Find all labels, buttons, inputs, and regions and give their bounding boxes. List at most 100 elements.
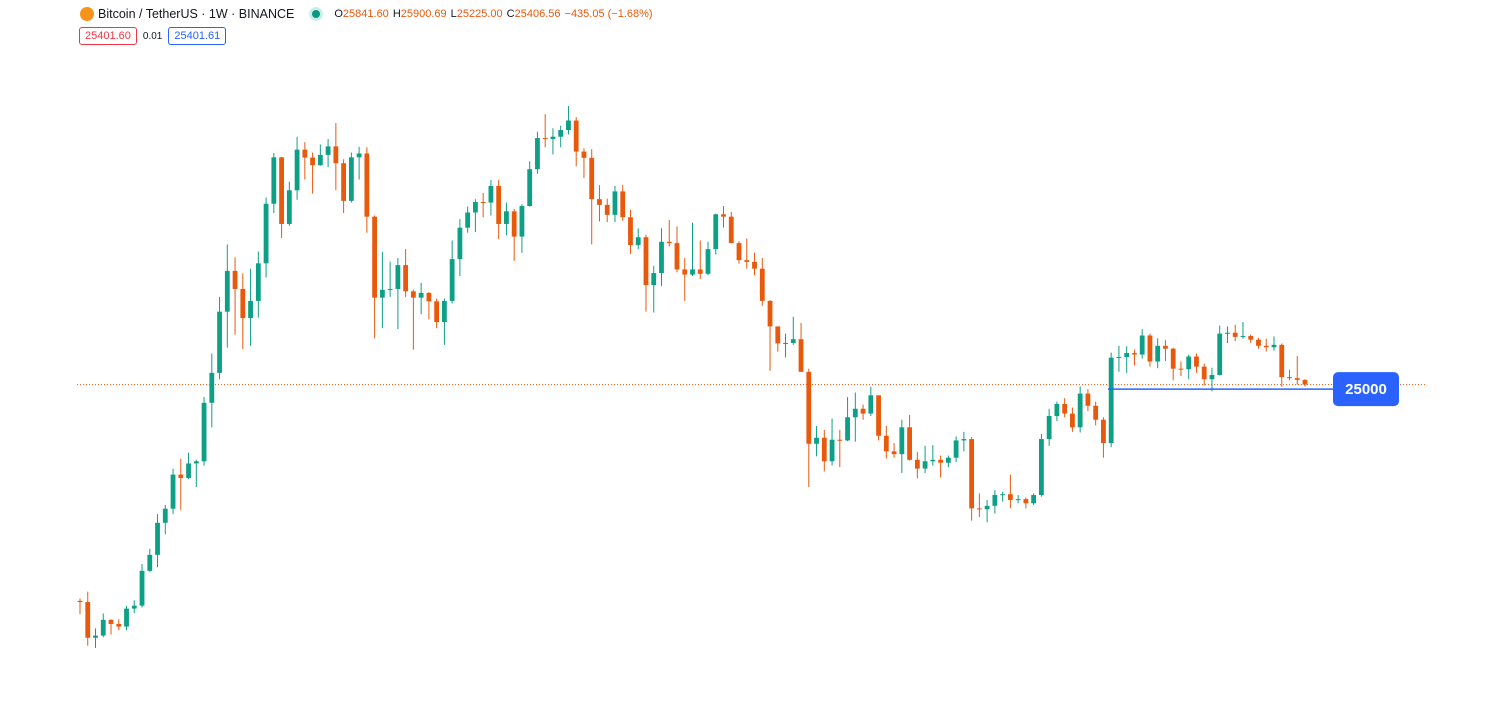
candle-body <box>984 505 990 510</box>
candle-body <box>945 457 951 463</box>
candle-body <box>441 300 447 323</box>
candle-body <box>852 408 858 418</box>
candle-body <box>969 439 975 509</box>
ohlc-value: 25841.60 <box>342 8 389 20</box>
candle-body <box>1263 345 1269 348</box>
candle-body <box>860 408 866 414</box>
candle-body <box>348 157 354 201</box>
candle-body <box>1170 348 1176 369</box>
candle-body <box>783 342 788 344</box>
candle-body <box>1163 345 1168 349</box>
candle-body <box>914 459 920 469</box>
candle-body <box>139 570 145 606</box>
candle-body <box>286 190 292 224</box>
candle-body <box>620 191 626 218</box>
buy-button[interactable]: 25401.61 <box>168 27 227 45</box>
ohlc-item: O25841.60 <box>334 8 388 20</box>
candle-body <box>147 554 153 571</box>
candle-body <box>1225 332 1230 334</box>
candle-body <box>1108 357 1114 444</box>
candle-body <box>976 508 982 510</box>
candle-body <box>1070 413 1075 428</box>
candle-body <box>1116 357 1122 359</box>
candle-body <box>542 138 548 140</box>
candle-body <box>255 263 261 301</box>
candle-body <box>263 203 269 264</box>
candle-body <box>612 191 618 215</box>
candle-body <box>162 508 168 523</box>
candle-body <box>697 269 703 274</box>
candle-body <box>85 602 91 638</box>
candle-body <box>496 185 502 224</box>
candle-body <box>93 635 98 638</box>
candle-body <box>1201 366 1207 380</box>
candle-body <box>325 146 331 155</box>
candle-body <box>1015 499 1021 501</box>
candle-body <box>806 371 812 444</box>
candle-body <box>1248 335 1254 340</box>
candle-body <box>628 217 633 246</box>
candle-body <box>1038 439 1044 496</box>
candle-body <box>1000 494 1006 496</box>
candle-body <box>1209 374 1215 380</box>
candle-body <box>1287 377 1292 379</box>
candle-body <box>682 269 688 275</box>
candle-body <box>821 437 827 462</box>
candle-body <box>387 288 393 290</box>
candle-body <box>1178 368 1184 370</box>
ohlc-key: L <box>450 8 457 20</box>
spread: 0.01 <box>142 30 163 42</box>
candle-body <box>566 120 571 131</box>
candle-body <box>457 227 463 260</box>
candle-body <box>690 269 695 275</box>
candle-body <box>790 339 796 343</box>
candle-body <box>418 292 424 298</box>
candle-body <box>364 153 370 217</box>
candle-body <box>100 619 106 636</box>
candle-body <box>1232 332 1238 337</box>
candle-body <box>868 395 874 414</box>
candle-body <box>752 261 757 269</box>
candle-body <box>736 243 742 261</box>
candle-body <box>643 237 649 286</box>
candle-body <box>1093 405 1099 420</box>
ohlc-legend: O25841.60 H25900.69 L25225.00 C25406.56 −435… <box>334 8 652 20</box>
candle-body <box>232 270 238 289</box>
candle-body <box>1217 333 1223 375</box>
candle-body <box>1007 494 1013 500</box>
candle-body <box>434 301 440 323</box>
candle-body <box>519 206 525 237</box>
candle-body <box>449 259 455 301</box>
candle-body <box>1085 393 1091 406</box>
candle-body <box>1139 335 1145 355</box>
candle-body <box>217 311 222 373</box>
candle-body <box>837 439 843 441</box>
ohlc-change: −435.05 (−1.68%) <box>564 8 653 20</box>
candle-body <box>527 169 533 207</box>
candle-body <box>302 149 308 158</box>
candle-body <box>651 273 657 286</box>
candle-body <box>899 427 905 455</box>
sell-button[interactable]: 25401.60 <box>79 27 137 45</box>
candle-body <box>1132 353 1137 355</box>
candle-body <box>1240 335 1246 337</box>
candle-body <box>108 619 114 624</box>
candle-body <box>201 402 207 462</box>
candle-body <box>426 292 432 302</box>
candle-body <box>961 439 967 441</box>
candle-body <box>1147 335 1153 362</box>
candle-body <box>883 435 889 452</box>
candle-body <box>1054 404 1060 417</box>
candle-body <box>705 249 711 274</box>
candle-body <box>410 291 416 298</box>
candle-body <box>294 149 300 191</box>
candle-body <box>938 459 944 463</box>
candle-body <box>341 163 347 201</box>
symbol-title[interactable]: Bitcoin / TetherUS · 1W · BINANCE <box>98 7 295 21</box>
candle-body <box>1186 356 1192 370</box>
candle-body <box>535 138 540 170</box>
candle-body <box>728 216 734 244</box>
candle-body <box>659 241 664 274</box>
candle-body <box>372 216 378 298</box>
